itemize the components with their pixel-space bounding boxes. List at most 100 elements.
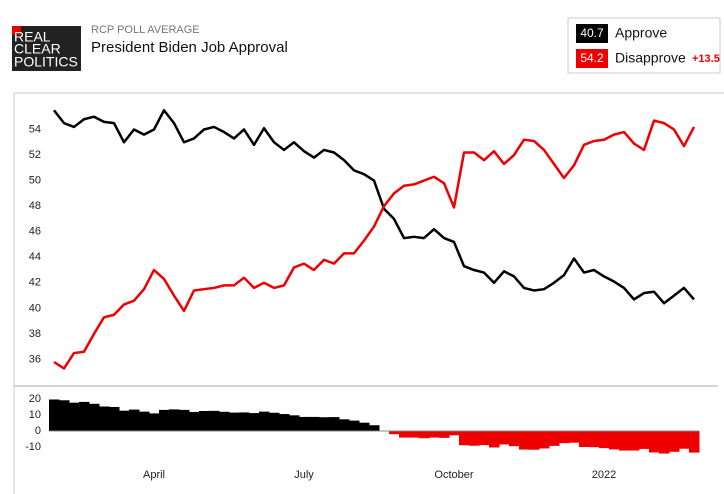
logo-text: POLITICS: [14, 54, 78, 70]
spread-bar: [479, 431, 490, 446]
logo-box: [12, 26, 81, 71]
spread-bar: [269, 412, 280, 431]
spread-bar: [429, 431, 440, 438]
y-tick-label: 48: [29, 200, 41, 212]
spread-bar: [339, 419, 350, 431]
spread-bar: [389, 431, 400, 435]
spread-bar: [599, 431, 610, 449]
spread-bar: [369, 425, 380, 431]
spread-bar: [589, 431, 600, 448]
y-tick-label: 40: [29, 302, 41, 314]
spread-bar: [299, 416, 310, 431]
legend: 40.7 Approve 54.2 Disapprove +13.5: [567, 17, 721, 74]
spread-bar: [249, 413, 260, 431]
spread-bar: [629, 431, 640, 451]
spread-bar: [229, 412, 240, 431]
spread-bar: [289, 415, 300, 431]
spread-bar: [199, 411, 210, 431]
line-series: [53, 109, 695, 305]
spread-bar: [619, 431, 630, 451]
spread-bar: [149, 413, 160, 431]
spread-bar: [169, 409, 180, 431]
spread-bar: [669, 431, 680, 452]
legend-label: Disapprove: [615, 50, 686, 66]
x-tick-label: April: [143, 469, 165, 481]
spread-bar: [559, 431, 570, 444]
y-tick-label: 52: [29, 149, 41, 161]
x-tick-label: October: [434, 469, 473, 481]
line-series: [53, 119, 696, 370]
spread-bar: [459, 431, 470, 446]
spread-bar: [679, 431, 690, 449]
logo-accent: [12, 26, 21, 35]
spread-bar: [649, 431, 660, 453]
spread-bar: [99, 406, 110, 431]
logo-text: CLEAR: [14, 41, 61, 57]
x-tick-label: July: [294, 469, 314, 481]
spread-bar: [219, 411, 230, 431]
kicker: RCP POLL AVERAGE: [91, 24, 200, 36]
spread-bar: [189, 411, 200, 431]
spread-bar: [519, 431, 530, 450]
spread-bar: [89, 403, 100, 431]
spread-bar: [109, 407, 120, 431]
y-tick-label: 42: [29, 277, 41, 289]
plot: 36 38 40 42 44 46 48 50 52 54 -10 0 10 20 April July Oct…: [25, 109, 700, 481]
spread-bar: [639, 431, 650, 449]
spread-bar: [139, 411, 150, 431]
spread-bar: [689, 431, 700, 453]
spread-bar: [349, 420, 360, 431]
spread-bar: [409, 431, 420, 438]
y-tick-label: 50: [29, 175, 41, 187]
spread-bar: [509, 431, 520, 447]
y-tick-label: 54: [29, 123, 41, 135]
spread-bar: [529, 431, 540, 450]
spread-bar: [49, 399, 60, 431]
spread-bar: [449, 431, 460, 436]
spread-bar: [129, 409, 140, 431]
spread-bar: [539, 431, 550, 449]
y-tick-label: 36: [29, 353, 41, 365]
legend-swatch: [576, 24, 608, 43]
spread-bar: [499, 431, 510, 445]
spread-bar: [59, 400, 70, 431]
spread-bar: [469, 431, 480, 446]
y-tick-label: 38: [29, 328, 41, 340]
spread-bar: [79, 401, 90, 431]
spread-bar: [439, 431, 450, 438]
spread-bar: [609, 431, 620, 450]
spread-bar: [579, 431, 590, 447]
spread-bar: [419, 431, 430, 439]
legend-label: Approve: [615, 25, 667, 41]
legend-swatch: [576, 49, 608, 68]
spread-bar: [279, 414, 290, 431]
spread-label: +13.5: [692, 53, 720, 65]
spread-bar: [659, 431, 670, 454]
y-tick-label: 10: [29, 409, 41, 421]
spread-bar: [399, 431, 410, 438]
y-tick-label: 44: [29, 251, 41, 263]
legend-value: 40.7: [580, 26, 604, 40]
y-tick-label: -10: [25, 441, 41, 453]
spread-bar: [69, 402, 80, 431]
y-tick-label: 46: [29, 226, 41, 238]
spread-bar: [179, 409, 190, 431]
spread-bar: [309, 416, 320, 431]
spread-bar: [549, 431, 560, 446]
spread-bar: [569, 431, 580, 443]
spread-bar: [489, 431, 500, 448]
spread-bar: [319, 417, 330, 431]
spread-bar: [359, 422, 370, 431]
spread-bar: [259, 411, 270, 431]
spread-bar: [239, 412, 250, 431]
chart-title: President Biden Job Approval: [91, 39, 288, 56]
spread-bar: [119, 410, 130, 431]
logo-text: REAL: [14, 29, 51, 45]
logo: REAL CLEAR POLITICS: [12, 26, 81, 71]
y-tick-label: 0: [35, 425, 41, 437]
y-tick-label: 20: [29, 393, 41, 405]
spread-bar: [329, 417, 340, 431]
legend-value: 54.2: [580, 51, 604, 65]
spread-bar: [159, 409, 170, 431]
